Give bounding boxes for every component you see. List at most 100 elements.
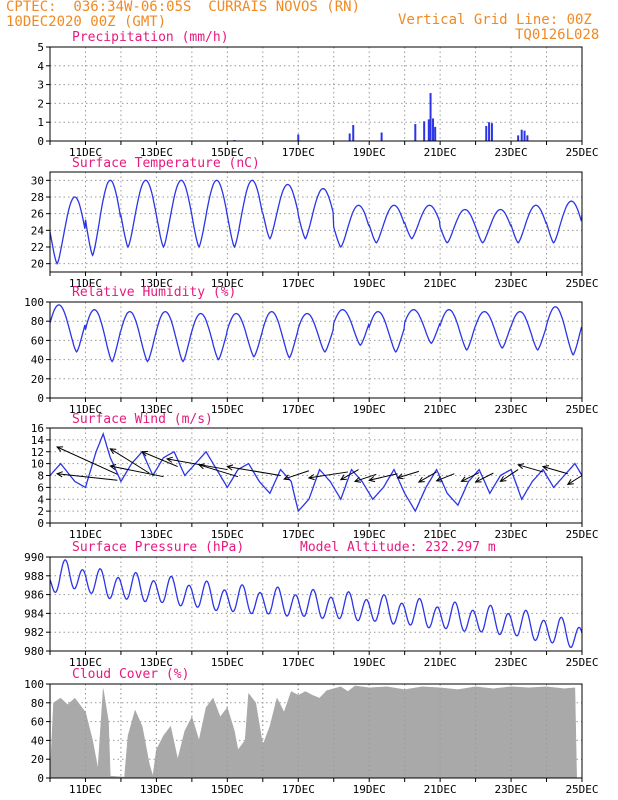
wind-vector-arrowhead bbox=[283, 474, 291, 481]
y-tick-label: 4 bbox=[37, 60, 44, 73]
x-tick-label: 21DEC bbox=[424, 783, 457, 796]
wind-vector bbox=[475, 472, 494, 483]
precip-bar bbox=[429, 93, 432, 141]
x-tick-label: 25DEC bbox=[565, 403, 598, 416]
chart-panel-6 bbox=[46, 683, 583, 782]
precip-bar bbox=[380, 132, 383, 141]
x-tick-label: 11DEC bbox=[69, 656, 102, 669]
wind-vector bbox=[500, 469, 519, 482]
wind-vector-arrowhead bbox=[307, 474, 315, 481]
plot-border bbox=[49, 171, 583, 273]
x-tick-label: 17DEC bbox=[282, 528, 315, 541]
x-tick-label: 23DEC bbox=[495, 656, 528, 669]
wind-vector bbox=[397, 470, 420, 479]
wind-vector-arrowhead bbox=[396, 473, 404, 480]
wind-speed-line bbox=[49, 431, 583, 513]
x-tick-label: 17DEC bbox=[282, 656, 315, 669]
plot-border bbox=[49, 683, 583, 779]
y-tick-label: 2 bbox=[37, 97, 44, 110]
chart-title-cloud: Cloud Cover (%) bbox=[72, 667, 189, 682]
wind-vector bbox=[418, 471, 437, 483]
y-tick-label: 0 bbox=[37, 135, 44, 148]
x-tick-label: 25DEC bbox=[565, 146, 598, 159]
wind-vector bbox=[542, 466, 568, 475]
chart-panel-4 bbox=[46, 427, 583, 527]
header-run-time: 10DEC2020 00Z (GMT) bbox=[6, 14, 167, 30]
y-tick-label: 60 bbox=[31, 334, 44, 347]
x-tick-label: 13DEC bbox=[140, 146, 173, 159]
x-tick-label: 23DEC bbox=[495, 783, 528, 796]
y-tick-label: 40 bbox=[31, 734, 44, 747]
wind-vector-arrowhead bbox=[141, 450, 149, 457]
y-tick-label: 20 bbox=[31, 258, 44, 271]
wind-vector-arrowhead bbox=[417, 476, 425, 483]
precip-bar bbox=[423, 121, 426, 141]
y-tick-label: 1 bbox=[37, 116, 44, 129]
y-tick-label: 22 bbox=[31, 241, 44, 254]
x-tick-label: 25DEC bbox=[565, 277, 598, 290]
wind-vector bbox=[369, 473, 398, 481]
wind-vector bbox=[166, 458, 228, 471]
wind-vector-arrowhead bbox=[165, 456, 173, 463]
chart-panel-1 bbox=[46, 46, 583, 145]
wind-vector bbox=[227, 466, 281, 476]
x-tick-label: 19DEC bbox=[353, 146, 386, 159]
plot-border bbox=[49, 301, 583, 399]
plot-border bbox=[49, 46, 583, 142]
model-altitude-label: Model Altitude: 232.297 m bbox=[300, 540, 496, 555]
x-tick-label: 13DEC bbox=[140, 403, 173, 416]
wind-vector-arrowhead bbox=[566, 479, 574, 486]
y-tick-label: 24 bbox=[31, 224, 45, 237]
x-tick-label: 15DEC bbox=[211, 528, 244, 541]
header-model-id: TQ0126L028 bbox=[515, 27, 600, 43]
x-tick-label: 21DEC bbox=[424, 403, 457, 416]
cloud-cover-area bbox=[49, 685, 577, 779]
x-tick-label: 21DEC bbox=[424, 277, 457, 290]
y-tick-label: 0 bbox=[37, 772, 44, 785]
x-tick-label: 19DEC bbox=[353, 783, 386, 796]
y-tick-label: 8 bbox=[37, 470, 44, 483]
y-tick-label: 40 bbox=[31, 354, 44, 367]
y-tick-label: 988 bbox=[24, 570, 44, 583]
wind-vector bbox=[283, 470, 310, 480]
wind-vector-arrowhead bbox=[435, 476, 443, 482]
precip-bar bbox=[434, 126, 437, 141]
wind-vector-arrowhead bbox=[339, 474, 347, 481]
wind-vector-arrowhead bbox=[499, 476, 507, 483]
precip-bar bbox=[432, 118, 435, 141]
y-tick-label: 20 bbox=[31, 753, 44, 766]
chart-panel-2 bbox=[46, 171, 583, 276]
y-tick-label: 100 bbox=[24, 296, 44, 309]
header-grid-note: Vertical Grid Line: 00Z bbox=[398, 12, 592, 28]
x-tick-label: 25DEC bbox=[565, 528, 598, 541]
x-tick-label: 21DEC bbox=[424, 528, 457, 541]
x-tick-label: 13DEC bbox=[140, 656, 173, 669]
temperature-line bbox=[49, 179, 583, 266]
wind-vector bbox=[308, 471, 348, 479]
y-tick-label: 984 bbox=[24, 607, 44, 620]
y-tick-label: 80 bbox=[31, 315, 44, 328]
wind-vector-arrowhead bbox=[541, 465, 549, 471]
chart-title-wind: Surface Wind (m/s) bbox=[72, 412, 213, 427]
wind-vector-arrowhead bbox=[460, 476, 468, 482]
y-tick-label: 80 bbox=[31, 697, 44, 710]
x-tick-label: 15DEC bbox=[211, 277, 244, 290]
y-tick-label: 20 bbox=[31, 373, 44, 386]
x-tick-label: 17DEC bbox=[282, 277, 315, 290]
wind-vector bbox=[354, 473, 377, 482]
wind-vector-arrowhead bbox=[226, 464, 234, 471]
precip-bar bbox=[297, 134, 300, 141]
wind-vector-arrowhead bbox=[517, 463, 525, 470]
wind-vector bbox=[56, 446, 118, 475]
chart-panel-5 bbox=[46, 556, 583, 655]
plot-border bbox=[49, 427, 583, 524]
wind-vector bbox=[340, 469, 359, 481]
precip-bar bbox=[427, 119, 430, 141]
precip-bar bbox=[523, 130, 526, 141]
wind-vector bbox=[57, 473, 118, 481]
wind-vector bbox=[461, 472, 480, 482]
y-tick-label: 0 bbox=[37, 517, 44, 530]
x-tick-label: 17DEC bbox=[282, 403, 315, 416]
wind-vector-arrowhead bbox=[55, 471, 63, 478]
